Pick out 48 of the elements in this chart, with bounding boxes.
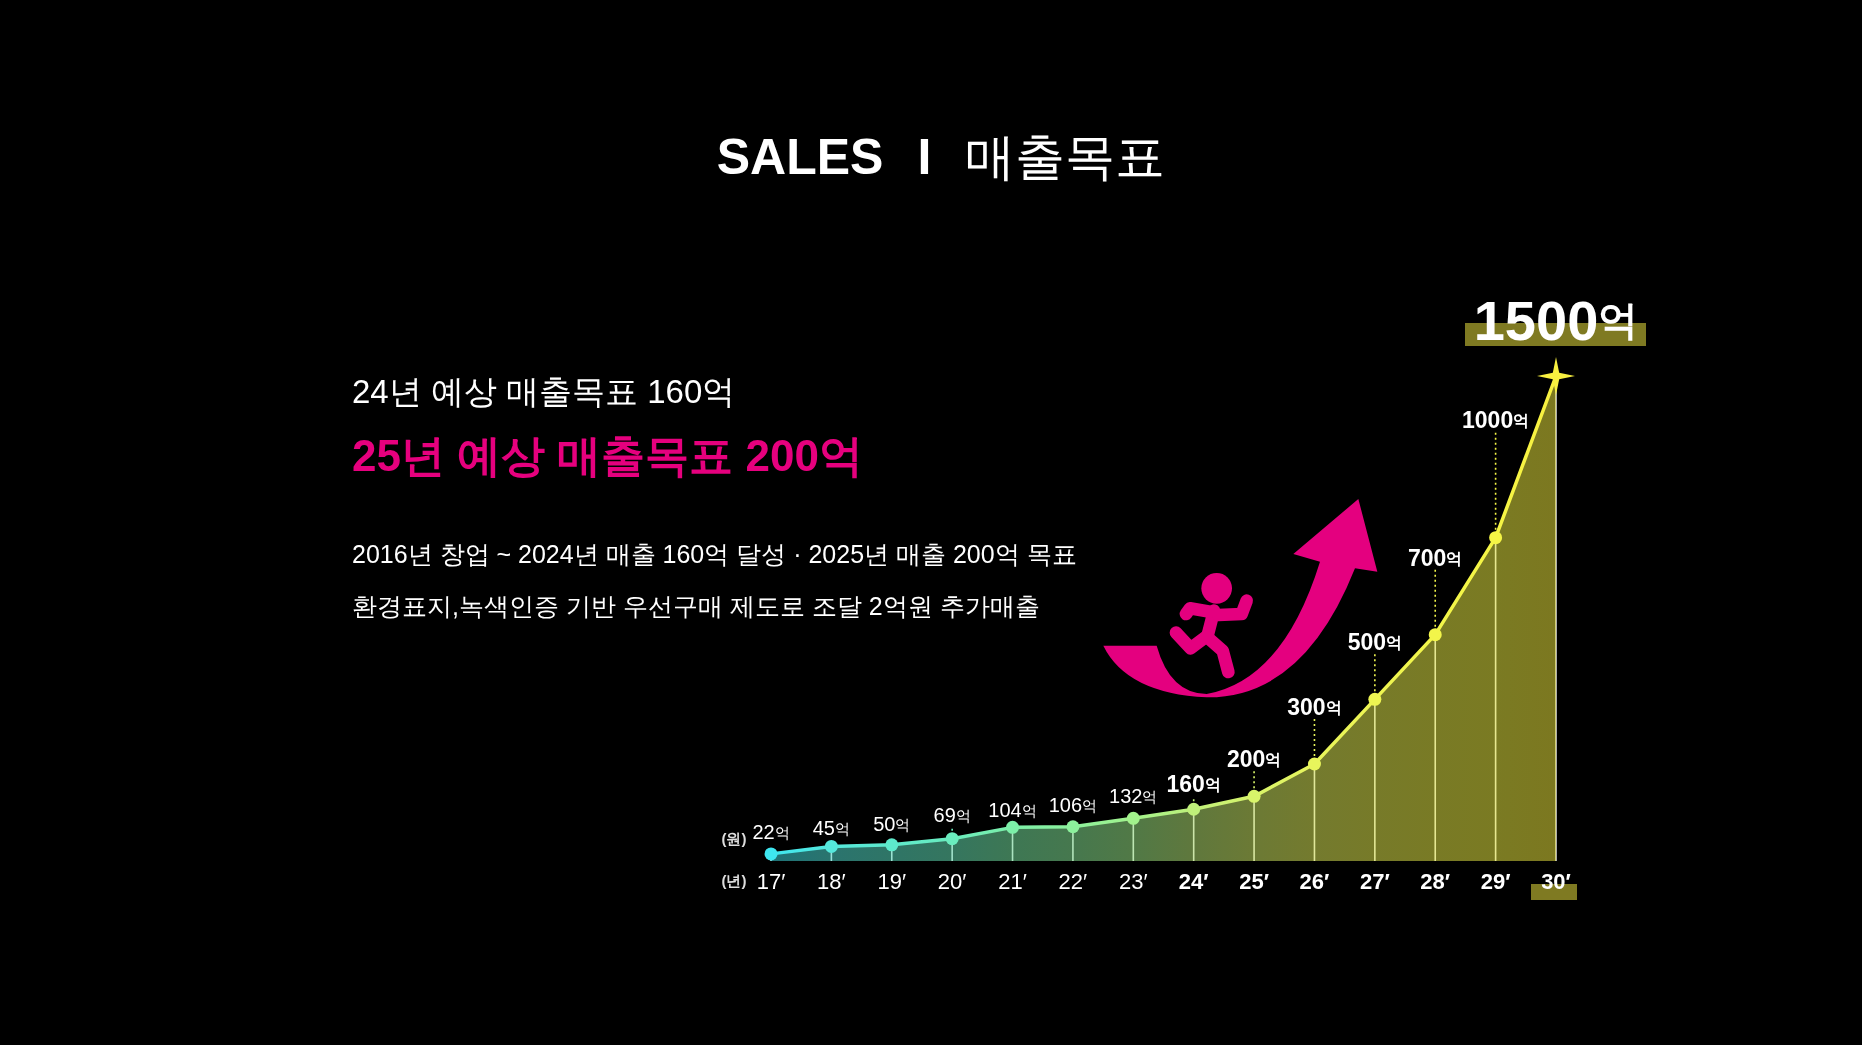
point xyxy=(824,839,838,853)
point xyxy=(1307,757,1321,771)
point xyxy=(1247,789,1261,803)
data-label: 106억 xyxy=(1048,793,1098,816)
x-axis-title: (년) xyxy=(721,871,747,891)
point xyxy=(764,847,778,861)
annotation: 25년 예상 매출목표 200억 xyxy=(352,429,864,482)
x-tick-label: 23′ xyxy=(1119,868,1148,894)
point xyxy=(1006,820,1020,834)
annotation: 환경표지,녹색인증 기반 우선구매 제도로 조달 2억원 추가매출 xyxy=(352,591,1040,621)
x-tick-label: 29′ xyxy=(1480,868,1511,894)
x-tick-label: 25′ xyxy=(1239,868,1269,894)
x-tick-label: 18′ xyxy=(817,868,846,894)
point xyxy=(945,832,959,846)
point xyxy=(1428,628,1442,642)
data-label: 104억 xyxy=(988,798,1037,821)
data-label: 1000억 xyxy=(1462,407,1530,434)
point xyxy=(1187,802,1201,816)
point xyxy=(1066,820,1080,834)
x-tick-label: 26′ xyxy=(1299,868,1330,894)
x-tick-label: 28′ xyxy=(1420,868,1451,894)
point xyxy=(1126,811,1140,825)
annotation: 2016년 창업 ~ 2024년 매출 160억 달성 · 2025년 매출 200억 목표 xyxy=(352,539,1077,569)
data-label: 500억 xyxy=(1347,629,1403,656)
point xyxy=(1368,692,1382,706)
y-axis-title: (원) xyxy=(721,829,747,849)
data-label: 132억 xyxy=(1109,784,1158,807)
data-label: 300억 xyxy=(1287,693,1342,720)
data-label: 69억 xyxy=(933,803,971,826)
data-label: 200억 xyxy=(1226,746,1282,773)
data-label: 1500억 xyxy=(1473,288,1639,352)
point xyxy=(1489,531,1503,545)
x-tick-label: 21′ xyxy=(998,868,1027,894)
x-tick-label: 19′ xyxy=(877,868,907,894)
data-label: 22억 xyxy=(752,821,790,844)
chart-title: SALES I 매출목표 xyxy=(716,128,1166,186)
data-label: 160억 xyxy=(1166,771,1221,798)
x-tick-label: 27′ xyxy=(1359,868,1390,894)
x-tick-label: 30′ xyxy=(1541,868,1571,894)
data-label: 50억 xyxy=(873,813,911,836)
x-tick-label: 24′ xyxy=(1178,868,1209,894)
x-tick-label: 17′ xyxy=(756,868,786,894)
x-tick-label: 22′ xyxy=(1058,868,1088,894)
point xyxy=(885,838,899,852)
text: 24년 예상 매출목표 160억 xyxy=(352,372,736,413)
x-tick-label: 20′ xyxy=(937,868,967,894)
data-label: 45억 xyxy=(812,817,851,840)
data-label: 700억 xyxy=(1408,544,1463,571)
